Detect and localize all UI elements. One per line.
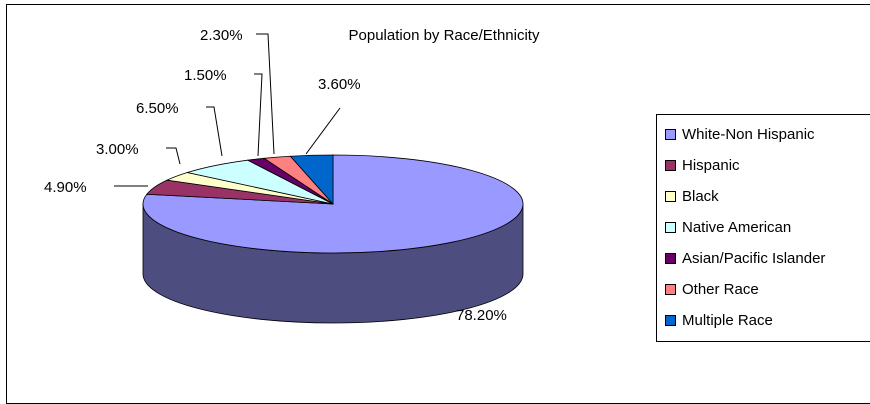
legend-swatch (665, 314, 676, 326)
slice-multiple-race (289, 154, 334, 206)
legend-label: Black (682, 187, 719, 205)
legend-swatch (665, 283, 676, 295)
legend-item-black: Black (665, 186, 719, 206)
legend-item-multiple-race: Multiple Race (665, 310, 773, 330)
legend-swatch (665, 190, 676, 202)
legend-item-white-non-hispanic: White-Non Hispanic (665, 124, 815, 144)
legend-swatch (665, 252, 676, 264)
data-label-black: 3.00% (96, 141, 139, 158)
data-label-other-race: 2.30% (200, 27, 243, 44)
legend-label: Other Race (682, 280, 759, 298)
data-label-native-american: 6.50% (136, 100, 179, 117)
data-label-white-non-hispanic: 78.20% (456, 307, 507, 324)
legend-item-native-american: Native American (665, 217, 791, 237)
legend-swatch (665, 128, 676, 140)
leader-line-black (166, 147, 181, 165)
legend-item-other-race: Other Race (665, 279, 759, 299)
data-label-asian-pacific-islander: 1.50% (184, 67, 227, 84)
data-label-hispanic: 4.90% (44, 179, 87, 196)
legend-label: Hispanic (682, 156, 740, 174)
data-label-multiple-race: 3.60% (318, 76, 361, 93)
chart-title: Population by Race/Ethnicity (349, 27, 540, 44)
leader-line-native-american (206, 106, 223, 157)
legend-item-asian-pacific-islander: Asian/Pacific Islander (665, 248, 825, 268)
chart-legend: White-Non Hispanic Hispanic Black Native Am… (656, 114, 870, 342)
legend-label: Asian/Pacific Islander (682, 249, 826, 267)
legend-label: Native American (682, 218, 792, 236)
legend-swatch (665, 159, 676, 171)
leader-line-multiple-race (305, 107, 341, 155)
leader-line-other-race (256, 33, 275, 155)
legend-label: Multiple Race (682, 311, 773, 329)
leader-line-asian-pacific-islander (254, 73, 263, 157)
legend-item-hispanic: Hispanic (665, 155, 740, 175)
legend-label: White-Non Hispanic (682, 125, 815, 143)
legend-swatch (665, 221, 676, 233)
